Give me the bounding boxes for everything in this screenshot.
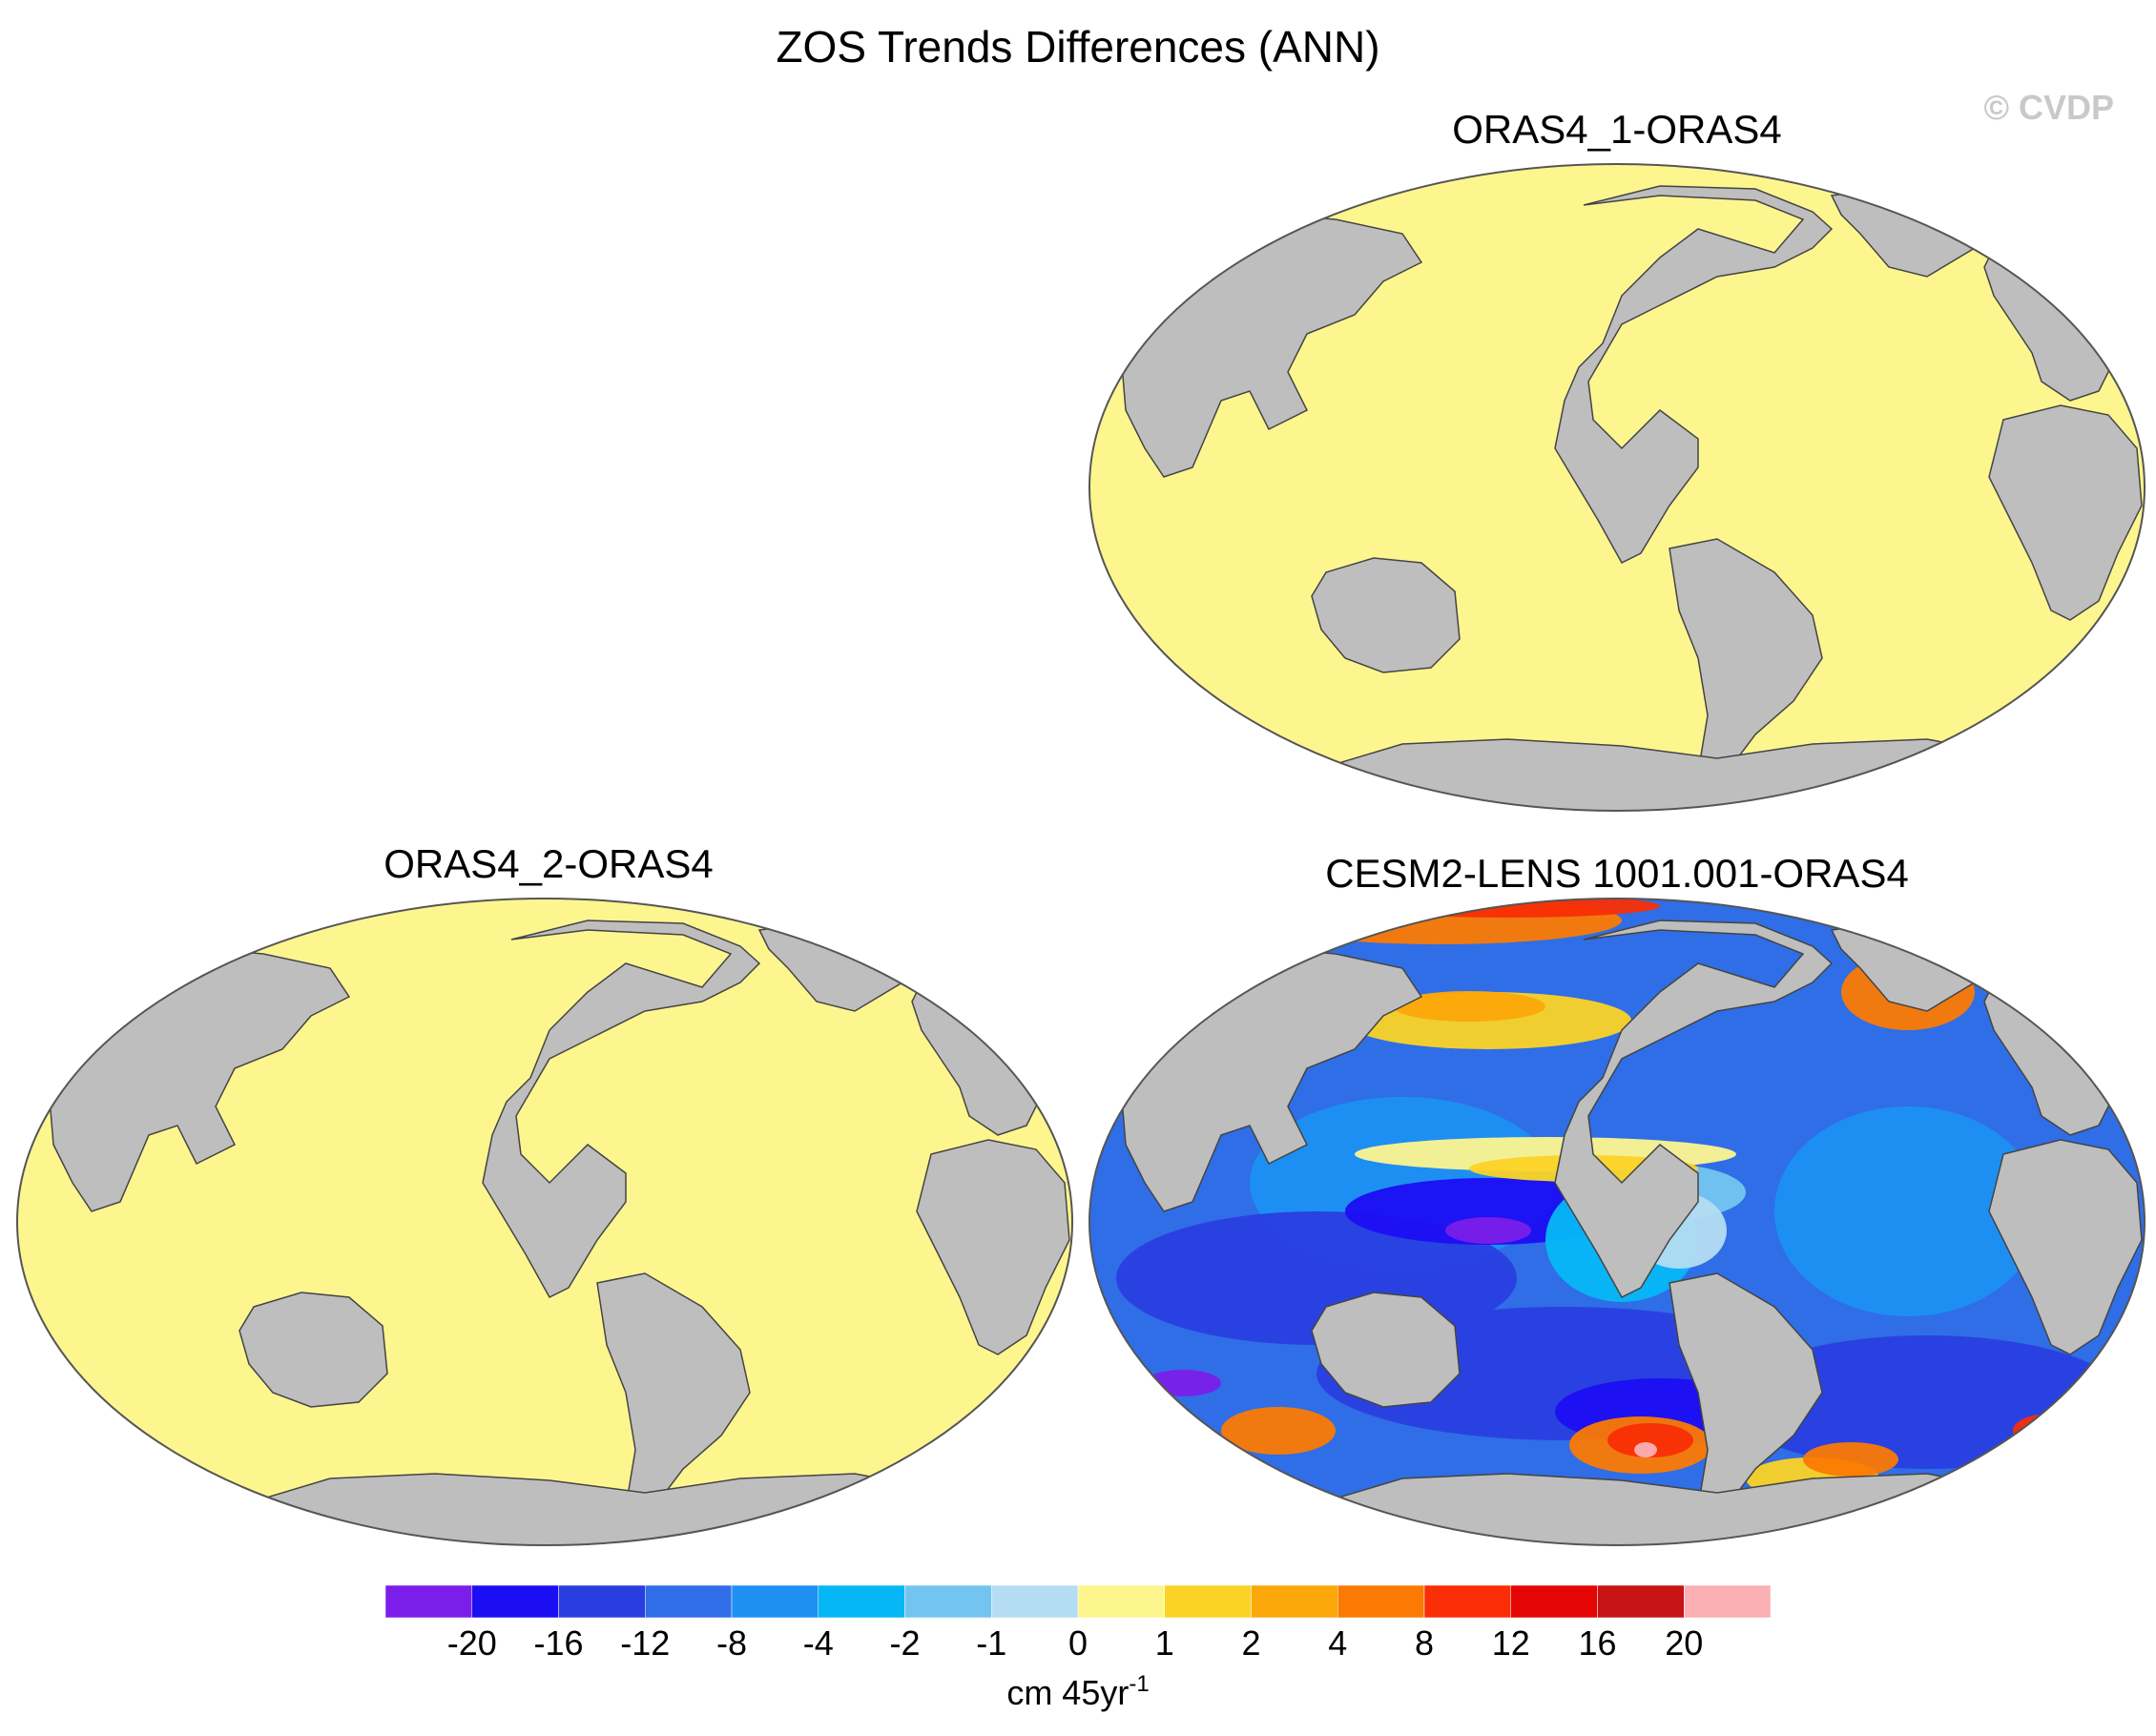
colorbar-tick-label: -12 xyxy=(620,1623,671,1663)
colorbar xyxy=(385,1585,1771,1618)
land-africa xyxy=(1988,404,2143,621)
colorbar-tick-label: 12 xyxy=(1491,1623,1530,1663)
colorbar-tick-label: 1 xyxy=(1154,1623,1174,1663)
panel-title-oras4-2: ORAS4_2-ORAS4 xyxy=(384,841,714,886)
field-patch xyxy=(1774,1106,2042,1316)
colorbar-tick-label: -20 xyxy=(446,1623,497,1663)
land-antarctica xyxy=(1296,1473,2005,1545)
colorbar-units: cm 45yr-1 xyxy=(0,1671,2156,1713)
colorbar-tick-label: -8 xyxy=(715,1623,748,1663)
land-south-america xyxy=(1669,1272,1823,1533)
land-north-america xyxy=(1554,920,1834,1298)
land-antarctica xyxy=(1296,738,2005,811)
colorbar-swatch xyxy=(1337,1585,1425,1618)
colorbar-swatch xyxy=(904,1585,992,1618)
colorbar-tick-label: -1 xyxy=(976,1623,1007,1663)
figure-title: ZOS Trends Differences (ANN) xyxy=(776,22,1380,72)
colorbar-swatch xyxy=(731,1585,819,1618)
land-africa xyxy=(1988,1139,2143,1355)
panel-title-cesm2: CESM2-LENS 1001.001-ORAS4 xyxy=(1325,851,1909,896)
units-exponent: -1 xyxy=(1129,1671,1150,1697)
colorbar-tick-label: -4 xyxy=(802,1623,834,1663)
field-patch xyxy=(1145,1370,1221,1396)
colorbar-swatch xyxy=(1423,1585,1511,1618)
colorbar-swatch xyxy=(1684,1585,1771,1618)
colorbar-swatch xyxy=(991,1585,1079,1618)
colorbar-tick-label: 0 xyxy=(1068,1623,1088,1663)
colorbar-tick-label: 8 xyxy=(1414,1623,1435,1663)
colorbar-tick-label: 20 xyxy=(1665,1623,1704,1663)
land-south-america xyxy=(1669,538,1823,798)
panel-title-oras4-1: ORAS4_1-ORAS4 xyxy=(1452,107,1782,152)
colorbar-swatch xyxy=(1510,1585,1598,1618)
colorbar-tick-label: 4 xyxy=(1328,1623,1348,1663)
land-africa xyxy=(916,1139,1070,1355)
copyright-label: © CVDP xyxy=(1983,88,2114,127)
map-outline xyxy=(1088,898,2146,1546)
colorbar-swatch xyxy=(1077,1585,1165,1618)
map-panel-oras4-1 xyxy=(1088,163,2146,812)
colorbar-swatch xyxy=(558,1585,646,1618)
field-patch xyxy=(1803,1442,1898,1477)
colorbar-tick-label: -2 xyxy=(889,1623,921,1663)
land-australia xyxy=(1311,1292,1461,1408)
map-outline xyxy=(1088,163,2146,812)
colorbar-swatch xyxy=(385,1585,472,1618)
field-patch xyxy=(1607,1423,1693,1457)
land-south-america xyxy=(596,1272,751,1533)
colorbar-tick-label: -16 xyxy=(533,1623,584,1663)
land-australia xyxy=(238,1292,388,1408)
map-outline xyxy=(16,898,1073,1546)
colorbar-tick-label: 16 xyxy=(1578,1623,1617,1663)
units-base: cm 45yr xyxy=(1006,1673,1130,1712)
land-australia xyxy=(1311,557,1461,673)
map-panel-oras4-2 xyxy=(16,898,1073,1546)
field-patch xyxy=(1634,1442,1657,1457)
colorbar-tick-label: 2 xyxy=(1241,1623,1261,1663)
field-patch xyxy=(1445,1217,1531,1244)
field-patch xyxy=(1221,1407,1336,1455)
land-north-america xyxy=(1554,185,1834,564)
colorbar-swatch xyxy=(818,1585,905,1618)
colorbar-swatch xyxy=(1597,1585,1685,1618)
field-patch xyxy=(1393,991,1545,1022)
colorbar-swatch xyxy=(645,1585,733,1618)
field-patch xyxy=(2056,1398,2123,1425)
colorbar-swatch xyxy=(1164,1585,1252,1618)
field-patch xyxy=(2013,1414,2089,1448)
land-north-america xyxy=(482,920,761,1298)
colorbar-swatch xyxy=(1251,1585,1338,1618)
map-panel-cesm2 xyxy=(1088,898,2146,1546)
colorbar-swatch xyxy=(471,1585,559,1618)
land-antarctica xyxy=(223,1473,933,1545)
